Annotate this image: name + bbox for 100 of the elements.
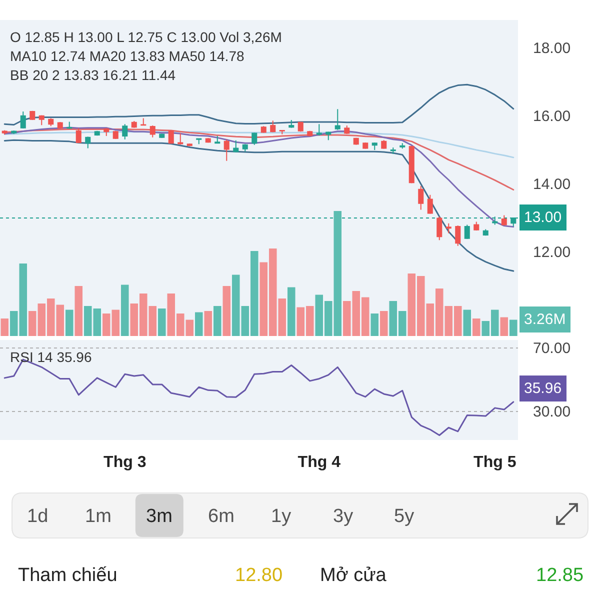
candlestick <box>260 126 266 134</box>
candlestick <box>233 140 239 153</box>
bar <box>370 314 379 336</box>
y-tick-label: 18.00 <box>533 40 571 58</box>
bar <box>509 320 518 336</box>
text: 12.85 <box>536 565 584 586</box>
y-tick-label: 70.00 <box>533 340 571 358</box>
candlestick <box>76 128 82 144</box>
candlestick <box>381 140 387 150</box>
annotation: RSI 14 35.96 <box>10 349 92 365</box>
y-tick-label: 14.00 <box>533 176 571 194</box>
candlestick <box>30 110 36 120</box>
annotation: MA10 12.74 MA20 13.83 MA50 14.78 <box>10 48 244 64</box>
x-tick-label: Thg 4 <box>298 454 341 471</box>
candlestick <box>196 138 202 145</box>
y-tick-label: 16.00 <box>533 108 571 126</box>
bar <box>380 311 388 336</box>
line-series <box>4 84 514 126</box>
candlestick <box>418 185 424 210</box>
bar <box>472 318 480 336</box>
annotation: BB 20 2 13.83 16.21 11.44 <box>10 67 176 83</box>
candlestick <box>390 147 396 155</box>
candlestick <box>298 121 304 132</box>
candlestick <box>334 108 340 130</box>
candlestick <box>408 145 414 184</box>
candlestick <box>362 142 368 150</box>
candlestick <box>2 130 8 136</box>
candlestick <box>48 118 54 127</box>
bar <box>0 318 9 336</box>
text: 3y <box>333 506 354 527</box>
text: Mở cửa <box>320 565 387 586</box>
candlestick <box>131 120 137 128</box>
text: 5y <box>394 506 415 527</box>
data-label: 35.96 <box>524 380 562 397</box>
text: 12.80 <box>235 565 283 586</box>
bar <box>222 286 231 336</box>
text: 1m <box>85 506 112 527</box>
bar <box>500 317 508 336</box>
ref-line-label: 13.00 <box>524 209 562 226</box>
y-tick-label: 12.00 <box>533 244 571 262</box>
candlestick <box>307 130 313 137</box>
candlestick <box>38 114 44 126</box>
candlestick <box>344 124 350 134</box>
candlestick <box>104 128 110 136</box>
text: 3.26M <box>524 311 566 328</box>
candlestick <box>94 130 100 136</box>
candlestick <box>446 222 452 234</box>
text: Tham chiếu <box>18 565 118 586</box>
y-tick-label: 30.00 <box>533 404 571 421</box>
line-series <box>4 131 514 158</box>
candlestick <box>474 221 480 232</box>
candlestick <box>353 137 359 146</box>
text: 1d <box>27 506 48 527</box>
bar <box>287 287 296 336</box>
candlestick <box>455 224 461 246</box>
candlestick <box>252 132 258 146</box>
candlestick <box>482 228 488 236</box>
candlestick <box>400 142 406 150</box>
candlestick <box>178 132 184 145</box>
candlestick <box>214 135 220 144</box>
bar <box>74 286 83 336</box>
x-tick-label: Thg 5 <box>474 454 516 471</box>
candlestick <box>168 130 174 144</box>
candlestick <box>140 118 146 126</box>
candlestick <box>186 142 192 147</box>
line-series <box>4 139 514 272</box>
bar <box>120 284 129 336</box>
candlestick <box>20 111 26 130</box>
candlestick <box>224 138 230 162</box>
bar <box>158 308 166 336</box>
candlestick <box>122 124 128 140</box>
candlestick <box>464 224 470 240</box>
candlestick <box>85 136 91 149</box>
candlestick <box>112 130 118 140</box>
candlestick <box>242 144 248 152</box>
candlestick <box>501 214 507 226</box>
annotation: O 12.85 H 13.00 L 12.75 C 13.00 Vol 3,26M <box>10 29 282 45</box>
candlestick <box>326 131 332 141</box>
candlestick <box>66 121 72 130</box>
bar <box>463 310 472 336</box>
bar <box>204 311 212 336</box>
bar <box>194 312 203 336</box>
bar <box>65 310 74 336</box>
x-tick-label: Thg 3 <box>104 454 146 471</box>
bar <box>213 306 222 336</box>
candlestick <box>436 216 442 241</box>
text: 3m <box>146 506 172 527</box>
candlestick <box>372 142 378 150</box>
candlestick <box>279 130 285 135</box>
candlestick <box>57 122 63 130</box>
candlestick <box>11 130 17 134</box>
candlestick <box>159 133 165 139</box>
text: 6m <box>208 506 234 527</box>
candlestick <box>150 124 156 138</box>
candlestick <box>205 138 211 144</box>
candlestick <box>270 120 276 133</box>
line-series <box>4 126 514 228</box>
candlestick <box>427 194 433 214</box>
text: 1y <box>271 506 292 527</box>
candlestick <box>288 120 294 128</box>
